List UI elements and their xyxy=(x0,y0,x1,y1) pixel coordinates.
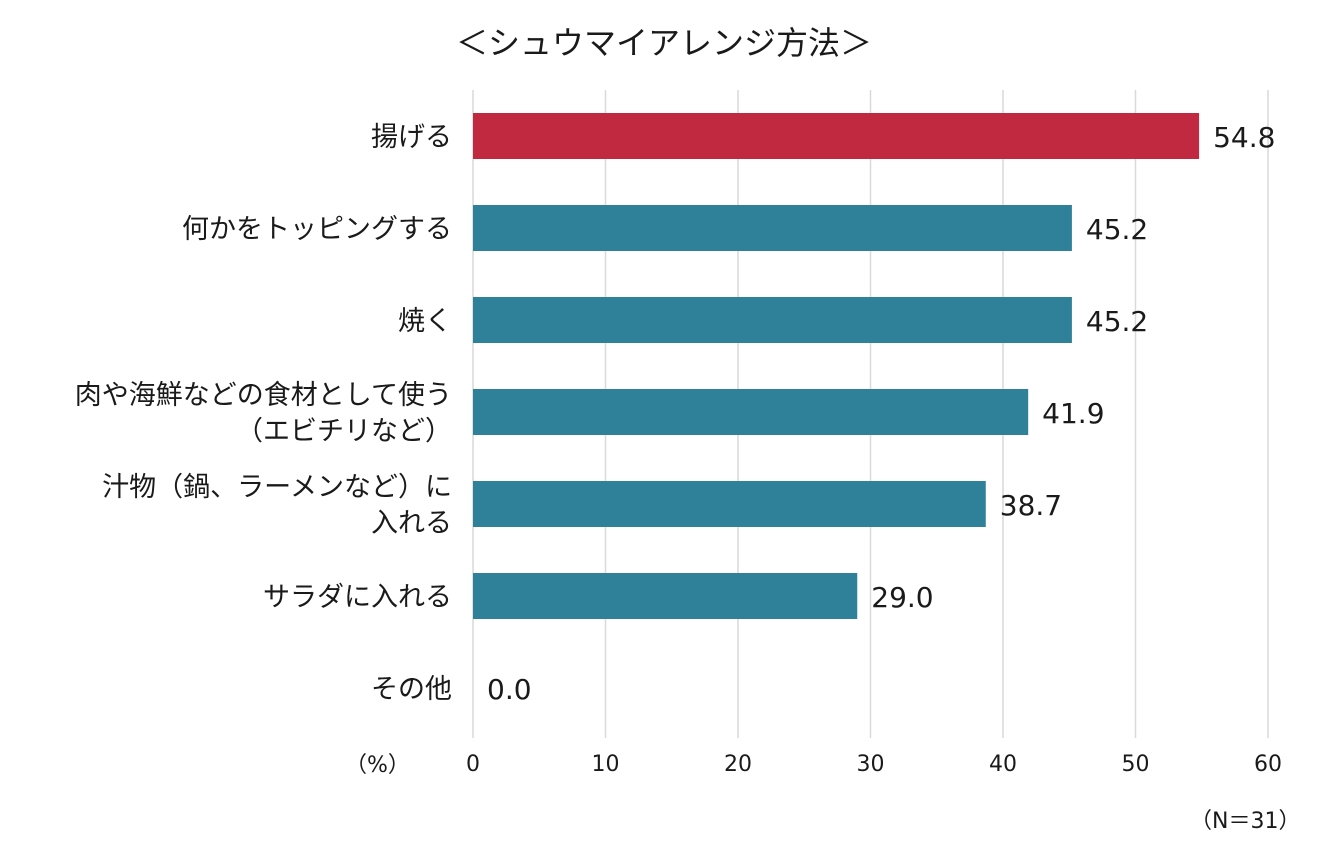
x-tick-label: 30 xyxy=(857,752,885,777)
value-label: 45.2 xyxy=(1086,213,1148,246)
category-label: 焼く xyxy=(398,306,452,337)
category-label: 入れる xyxy=(371,508,452,539)
category-label: （エビチリなど） xyxy=(236,416,452,447)
category-label: その他 xyxy=(371,674,452,705)
category-label: サラダに入れる xyxy=(263,582,452,613)
value-label: 38.7 xyxy=(1000,489,1062,522)
chart-title: ＜シュウマイアレンジ方法＞ xyxy=(455,24,872,62)
x-tick-label: 20 xyxy=(724,752,752,777)
sample-size-note: （N＝31） xyxy=(1190,809,1301,834)
category-label: 揚げる xyxy=(371,122,452,153)
x-tick-label: 10 xyxy=(592,752,620,777)
bar xyxy=(473,481,986,527)
x-tick-label: 60 xyxy=(1254,752,1282,777)
category-label: 肉や海鮮などの食材として使う xyxy=(75,380,452,411)
bar xyxy=(473,389,1029,435)
bar xyxy=(473,297,1072,343)
value-label: 45.2 xyxy=(1086,305,1148,338)
x-tick-label: 50 xyxy=(1122,752,1150,777)
x-tick-label: 40 xyxy=(989,752,1017,777)
bar xyxy=(473,205,1072,251)
unit-label: （%） xyxy=(345,753,410,778)
bar xyxy=(473,573,858,619)
category-label: 汁物（鍋、ラーメンなど）に xyxy=(102,472,452,503)
value-label: 29.0 xyxy=(871,581,933,614)
value-label: 0.0 xyxy=(487,673,532,706)
x-tick-label: 0 xyxy=(466,752,480,777)
value-label: 41.9 xyxy=(1042,397,1104,430)
bar xyxy=(473,113,1200,159)
value-label: 54.8 xyxy=(1213,121,1275,154)
category-label: 何かをトッピングする xyxy=(182,214,452,245)
